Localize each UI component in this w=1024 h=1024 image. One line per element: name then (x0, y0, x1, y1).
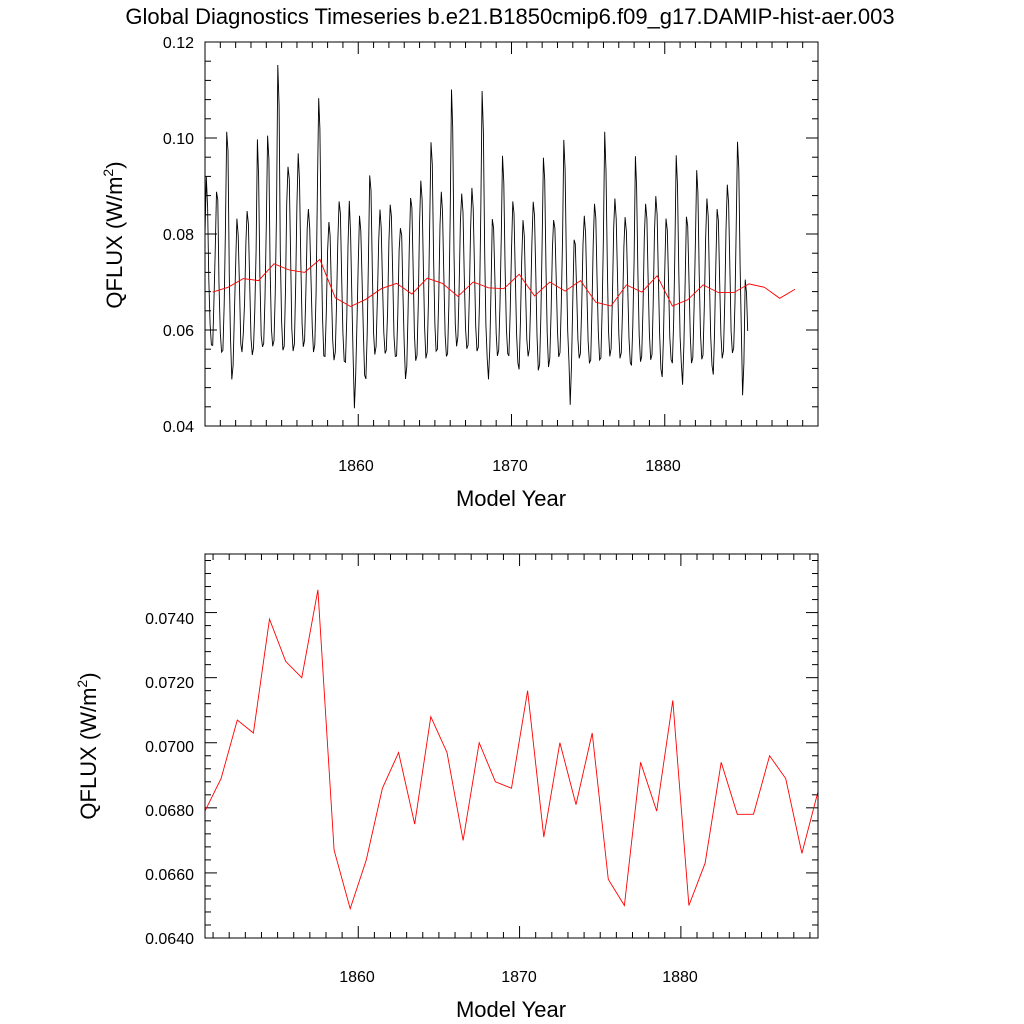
top-panel: 1860 1870 1880 0.04 0.06 0.08 0.10 0.12 … (100, 35, 819, 511)
figure-title: Global Diagnostics Timeseries b.e21.B185… (125, 4, 894, 29)
bottom-y-tick-labels: 0.0640 0.0660 0.0680 0.0700 0.0720 0.074… (145, 611, 194, 948)
bottom-x-tick-label: 1860 (339, 969, 375, 986)
bottom-series-line-1 (204, 589, 819, 911)
top-y-tick-label: 0.12 (163, 35, 194, 52)
top-y-tick-label: 0.08 (163, 227, 194, 244)
top-series-line-2 (212, 258, 796, 308)
top-y-tick-labels: 0.04 0.06 0.08 0.10 0.12 (163, 35, 194, 436)
top-series-line-1 (204, 64, 749, 409)
top-x-tick-label: 1880 (645, 458, 681, 475)
bottom-x-tick-labels: 1860 1870 1880 (339, 969, 698, 986)
top-x-axis-label: Model Year (456, 486, 566, 511)
bottom-panel: 1860 1870 1880 0.0640 0.0660 0.0680 0.07… (74, 553, 819, 1022)
bottom-plot-area (204, 553, 819, 939)
top-x-tick-labels: 1860 1870 1880 (338, 458, 681, 475)
bottom-y-tick-label: 0.0660 (145, 867, 194, 884)
top-plot-frame (204, 41, 819, 427)
top-plot-area (204, 41, 819, 427)
bottom-x-tick-label: 1880 (662, 969, 698, 986)
top-y-tick-label: 0.04 (163, 419, 194, 436)
bottom-y-tick-label: 0.0720 (145, 675, 194, 692)
top-x-tick-label: 1870 (492, 458, 528, 475)
bottom-x-tick-label: 1870 (501, 969, 537, 986)
top-y-axis-label: QFLUX (W/m2) (100, 161, 127, 308)
bottom-y-tick-label: 0.0700 (145, 739, 194, 756)
bottom-plot-frame (204, 553, 819, 939)
bottom-y-tick-label: 0.0680 (145, 803, 194, 820)
top-y-tick-label: 0.10 (163, 131, 194, 148)
top-y-tick-label: 0.06 (163, 323, 194, 340)
bottom-y-tick-label: 0.0640 (145, 931, 194, 948)
bottom-x-axis-label: Model Year (456, 997, 566, 1022)
bottom-y-axis-label: QFLUX (W/m2) (74, 672, 101, 819)
bottom-y-tick-label: 0.0740 (145, 611, 194, 628)
top-x-tick-label: 1860 (338, 458, 374, 475)
